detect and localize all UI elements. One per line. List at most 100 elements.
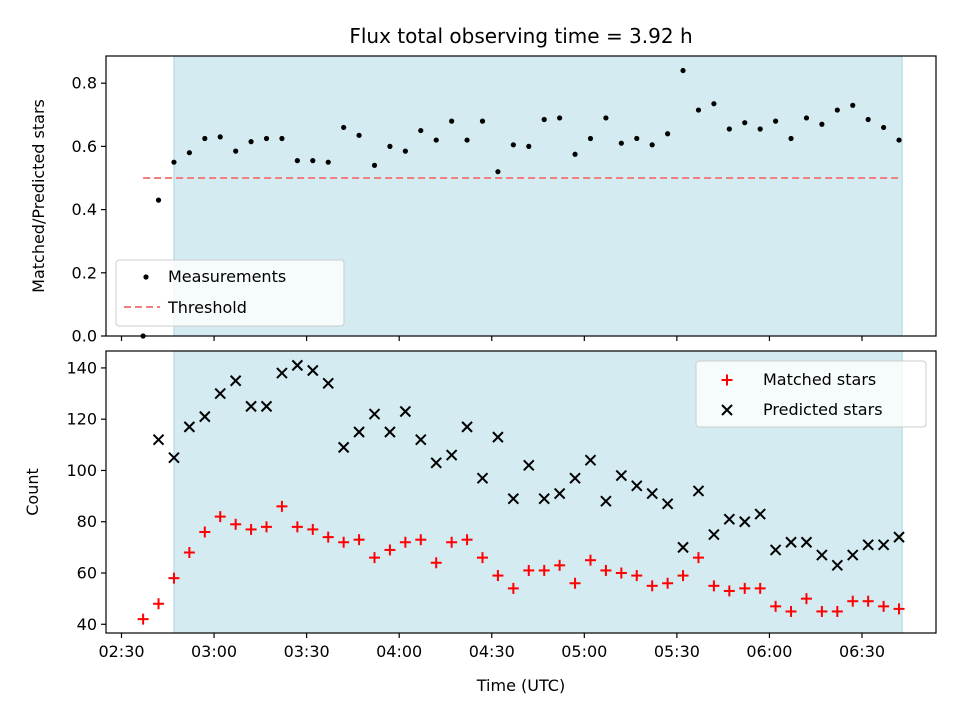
measurement-point	[557, 115, 563, 121]
predicted-stars-point	[307, 364, 319, 377]
legend-threshold-label: Threshold	[167, 298, 247, 317]
predicted-stars-point	[692, 485, 705, 497]
predicted-stars-points	[152, 359, 905, 572]
matched-stars-point	[492, 570, 504, 582]
predicted-stars-point	[584, 454, 597, 466]
measurement-point	[279, 135, 285, 142]
matched-stars-point	[800, 593, 812, 605]
top-legend: Measurements Threshold	[115, 259, 345, 327]
top-plot-frame	[105, 55, 937, 337]
bottom-x-axis-ticks: 02:30 03:00 03:30 04:00 04:30 05:00 05:30 06:00…	[98, 633, 885, 661]
predicted-stars-point	[322, 377, 334, 390]
top-y-tick-label: 0.4	[72, 200, 97, 219]
measurement-point	[464, 137, 470, 143]
legend-measurements-label: Measurements	[168, 267, 286, 286]
matched-stars-point	[461, 534, 473, 546]
measurement-point	[418, 127, 424, 134]
measurement-point	[171, 159, 177, 165]
top-y-tick-label: 0.6	[72, 137, 97, 156]
predicted-stars-point	[260, 400, 273, 413]
matched-stars-point	[770, 600, 782, 612]
predicted-stars-point	[816, 549, 828, 561]
measurement-point	[433, 137, 439, 143]
top-x-axis-ticks	[120, 336, 863, 341]
predicted-stars-point	[476, 472, 489, 484]
bottom-y-tick-label: 80	[77, 512, 97, 531]
top-y-axis-label: Matched/Predicted stars	[29, 99, 48, 293]
matched-stars-point	[322, 531, 334, 543]
matched-stars-point	[291, 521, 303, 533]
legend-predicted-stars-marker	[721, 404, 733, 416]
measurement-points	[140, 67, 902, 339]
matched-stars-point	[276, 500, 288, 512]
x-tick-label: 04:00	[376, 642, 422, 661]
top-y-tick-label: 0.0	[72, 327, 97, 346]
predicted-stars-point	[152, 433, 165, 446]
matched-stars-point	[569, 577, 581, 589]
matched-stars-point	[507, 582, 519, 594]
measurement-point	[387, 143, 393, 149]
legend-measurements-marker	[143, 274, 149, 280]
predicted-stars-point	[415, 433, 427, 446]
x-tick-label: 02:30	[98, 642, 144, 661]
measurement-point	[757, 126, 763, 132]
matched-stars-point	[245, 523, 257, 535]
predicted-stars-point	[631, 480, 643, 492]
matched-stars-point	[739, 582, 751, 594]
legend-matched-stars-glyph	[721, 374, 733, 386]
measurement-point	[186, 150, 192, 156]
measurement-point	[526, 143, 532, 149]
predicted-stars-point	[661, 498, 674, 510]
matched-stars-point	[153, 598, 165, 610]
bottom-y-tick-label: 100	[66, 461, 97, 480]
predicted-stars-point	[862, 539, 874, 551]
predicted-stars-point	[214, 387, 226, 400]
matched-stars-point	[600, 564, 612, 576]
matched-stars-point	[476, 552, 488, 564]
measurement-point	[587, 135, 594, 142]
x-tick-label: 06:00	[746, 642, 792, 661]
predicted-stars-point	[677, 541, 689, 554]
predicted-stars-point	[353, 426, 365, 438]
top-y-tick-label: 0.2	[72, 263, 97, 282]
matched-stars-point	[662, 577, 674, 589]
bottom-legend: Matched stars Predicted stars	[695, 360, 927, 428]
matched-stars-point	[816, 605, 828, 617]
matched-stars-point	[137, 613, 149, 625]
matched-stars-point	[878, 600, 890, 612]
predicted-stars-point	[847, 549, 859, 561]
matched-stars-point	[399, 536, 411, 548]
predicted-stars-point	[337, 441, 350, 454]
predicted-stars-point	[399, 405, 412, 418]
x-axis-label: Time (UTC)	[476, 676, 565, 695]
matched-stars-point	[369, 552, 381, 564]
matched-stars-points	[137, 500, 905, 625]
measurement-point	[449, 118, 455, 124]
matched-stars-point	[538, 564, 550, 576]
matched-stars-point	[723, 585, 735, 597]
bottom-plot-frame	[105, 350, 937, 634]
predicted-stars-point	[384, 426, 396, 438]
measurement-point	[834, 107, 840, 113]
predicted-stars-point	[769, 544, 782, 556]
predicted-stars-point	[507, 492, 520, 505]
bottom-y-tick-label: 120	[66, 410, 97, 429]
matched-stars-point	[230, 518, 242, 530]
predicted-stars-point	[183, 421, 196, 433]
predicted-stars-point	[831, 559, 844, 572]
predicted-stars-point	[553, 487, 566, 500]
chart-title: Flux total observing time = 3.92 h	[349, 24, 692, 48]
matched-stars-point	[677, 570, 689, 582]
predicted-stars-point	[708, 528, 720, 541]
measurement-point	[618, 140, 624, 146]
matched-stars-point	[692, 552, 704, 564]
matched-stars-point	[862, 595, 874, 607]
matched-stars-point	[708, 580, 720, 592]
matched-stars-point	[183, 547, 195, 559]
measurement-point	[202, 135, 208, 142]
bottom-panel: 40 60 80 100 120 140 02:30 03:00 03:30 04:00 04:3…	[23, 350, 937, 695]
x-tick-label: 03:30	[284, 642, 330, 661]
measurement-point	[665, 131, 671, 137]
measurement-point	[880, 124, 887, 131]
